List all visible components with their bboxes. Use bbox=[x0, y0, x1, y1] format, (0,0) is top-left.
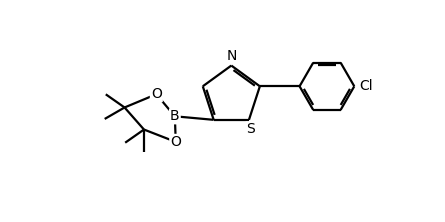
Text: O: O bbox=[151, 87, 162, 101]
Text: S: S bbox=[247, 123, 255, 137]
Text: N: N bbox=[226, 49, 236, 63]
Text: B: B bbox=[170, 109, 180, 123]
Text: O: O bbox=[170, 135, 181, 149]
Text: Cl: Cl bbox=[360, 79, 373, 93]
